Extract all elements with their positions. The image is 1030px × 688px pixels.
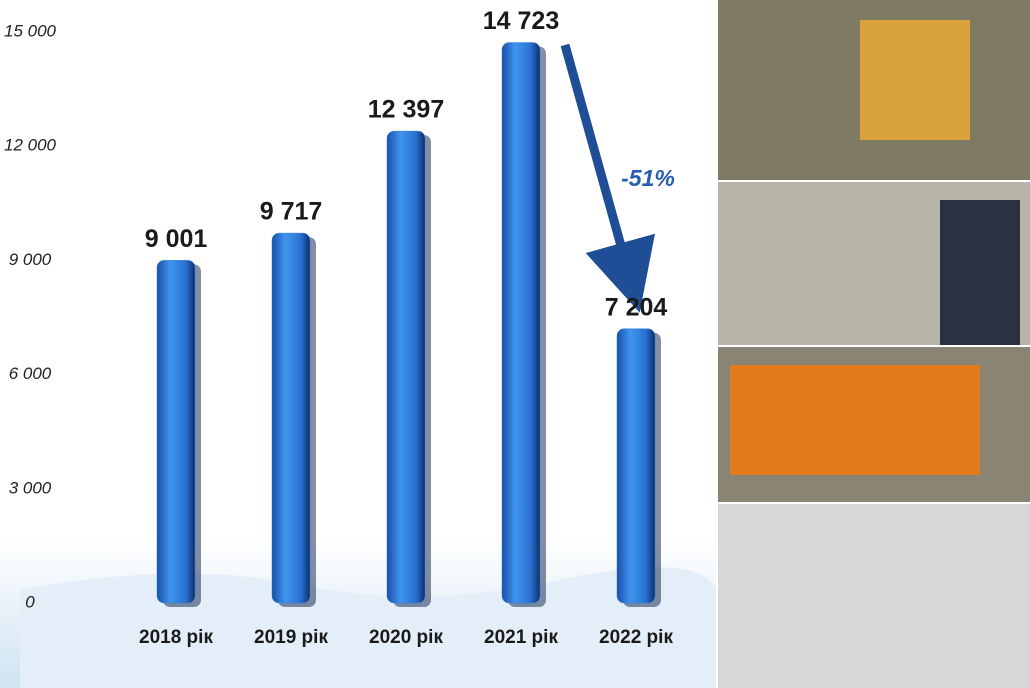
x-tick-label: 2022 рік (599, 627, 673, 648)
bar (271, 232, 311, 604)
y-tick-label: 0 (25, 592, 35, 611)
value-label: 9 717 (260, 198, 323, 226)
bar (501, 42, 541, 604)
photo-detail (860, 20, 970, 140)
bar (616, 328, 656, 604)
bar (156, 260, 196, 604)
value-label: 7 204 (605, 293, 668, 321)
decline-arrow (560, 43, 656, 313)
value-label: 12 397 (368, 96, 444, 124)
photo-detail (730, 365, 980, 475)
photo-detail (940, 200, 1020, 345)
x-tick-label: 2018 рік (139, 627, 213, 648)
y-tick-label: 12 000 (4, 136, 57, 155)
value-label: 9 001 (145, 225, 208, 253)
bar (386, 130, 426, 604)
x-tick-label: 2020 рік (369, 627, 443, 648)
x-tick-label: 2021 рік (484, 627, 558, 648)
annotation: -51% (621, 165, 675, 191)
photos (718, 0, 1030, 688)
y-tick-label: 15 000 (4, 21, 57, 40)
y-tick-label: 3 000 (9, 478, 52, 497)
y-tick-label: 6 000 (9, 364, 52, 383)
y-tick-label: 9 000 (9, 250, 52, 269)
value-label: 14 723 (483, 7, 559, 35)
x-tick-label: 2019 рік (254, 627, 328, 648)
photo-documents (718, 504, 1030, 688)
